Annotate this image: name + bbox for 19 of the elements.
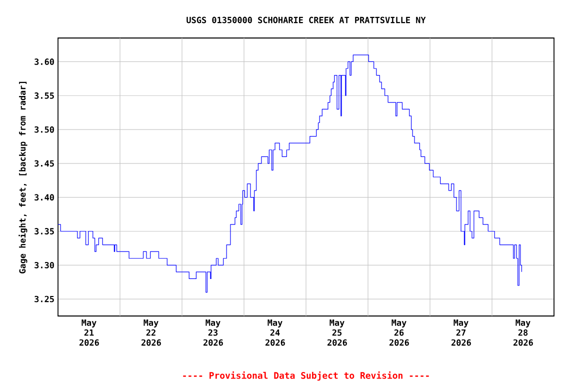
x-tick-label: May 21 2026 [79, 320, 99, 346]
text: ---- Provisional Data Subject to Revision ---- [183, 371, 429, 381]
x-tick-label: May 23 2026 [203, 320, 223, 346]
chart-title: USGS 01350000 SCHOHARIE CREEK AT PRATTSVILLE NY [186, 16, 426, 24]
y-tick-label: 3.50 [34, 126, 54, 133]
y-tick-label: 3.30 [34, 262, 54, 268]
y-axis-title: Gage height, feet, [backup from radar] [18, 82, 28, 274]
y-tick-label: 3.35 [34, 228, 54, 234]
x-tick-label: May 25 2026 [327, 320, 347, 346]
x-tick-label: May 22 2026 [141, 320, 161, 346]
y-tick-label: 3.25 [34, 296, 54, 302]
y-tick-label: 3.60 [34, 58, 54, 65]
y-tick-label: 3.40 [34, 194, 54, 201]
y-tick-label: 3.45 [34, 160, 54, 167]
x-tick-label: May 28 2026 [513, 320, 533, 346]
x-tick-label: May 27 2026 [451, 320, 471, 346]
x-tick-label: May 24 2026 [265, 320, 285, 346]
y-tick-label: 3.55 [34, 92, 54, 99]
x-tick-label: May 26 2026 [389, 320, 409, 346]
